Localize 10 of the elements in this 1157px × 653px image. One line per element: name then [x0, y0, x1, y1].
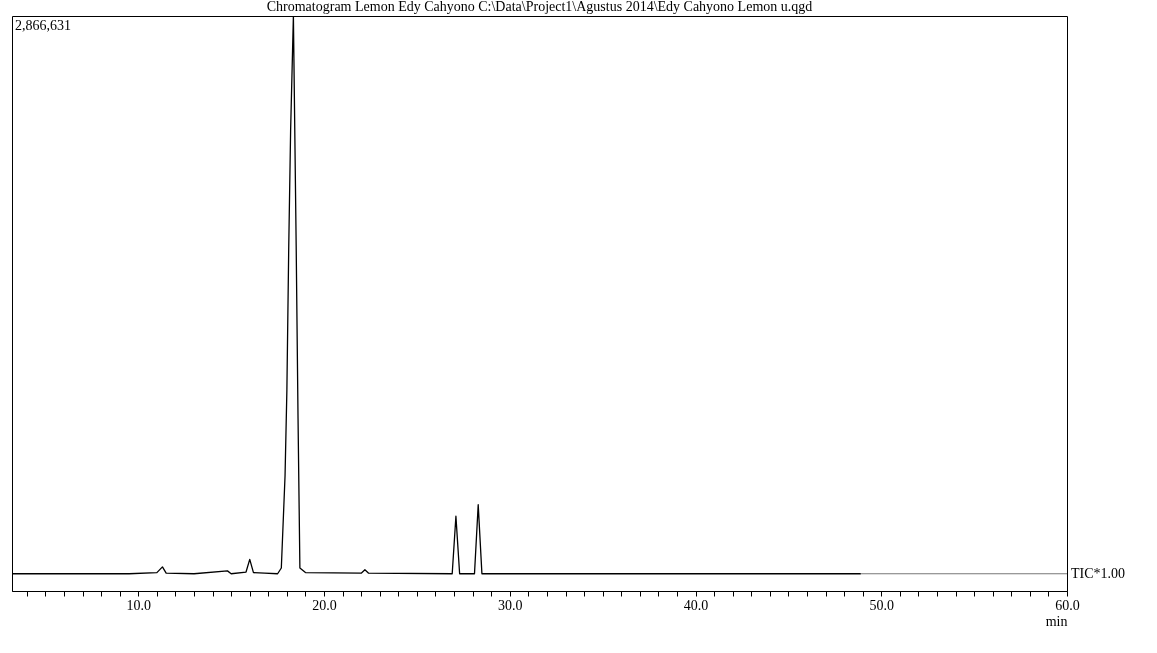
- x-tick-label: 10.0: [126, 597, 152, 613]
- x-tick-label: 30.0: [498, 597, 523, 613]
- annotation: TIC*1.00: [1071, 565, 1126, 581]
- x-tick-label: 40.0: [683, 597, 709, 613]
- x-axis-title: min: [1045, 613, 1068, 629]
- annotation: 2,866,631: [15, 18, 71, 33]
- x-tick-label: 20.0: [312, 597, 337, 613]
- chart-title: Chromatogram Lemon Edy Cahyono C:\Data\Project1\Agustus 2014\Edy Cahyono Lemon u.qgd: [266, 0, 813, 14]
- x-tick-label: 50.0: [869, 597, 895, 613]
- x-tick-label: 60.0: [1055, 597, 1080, 613]
